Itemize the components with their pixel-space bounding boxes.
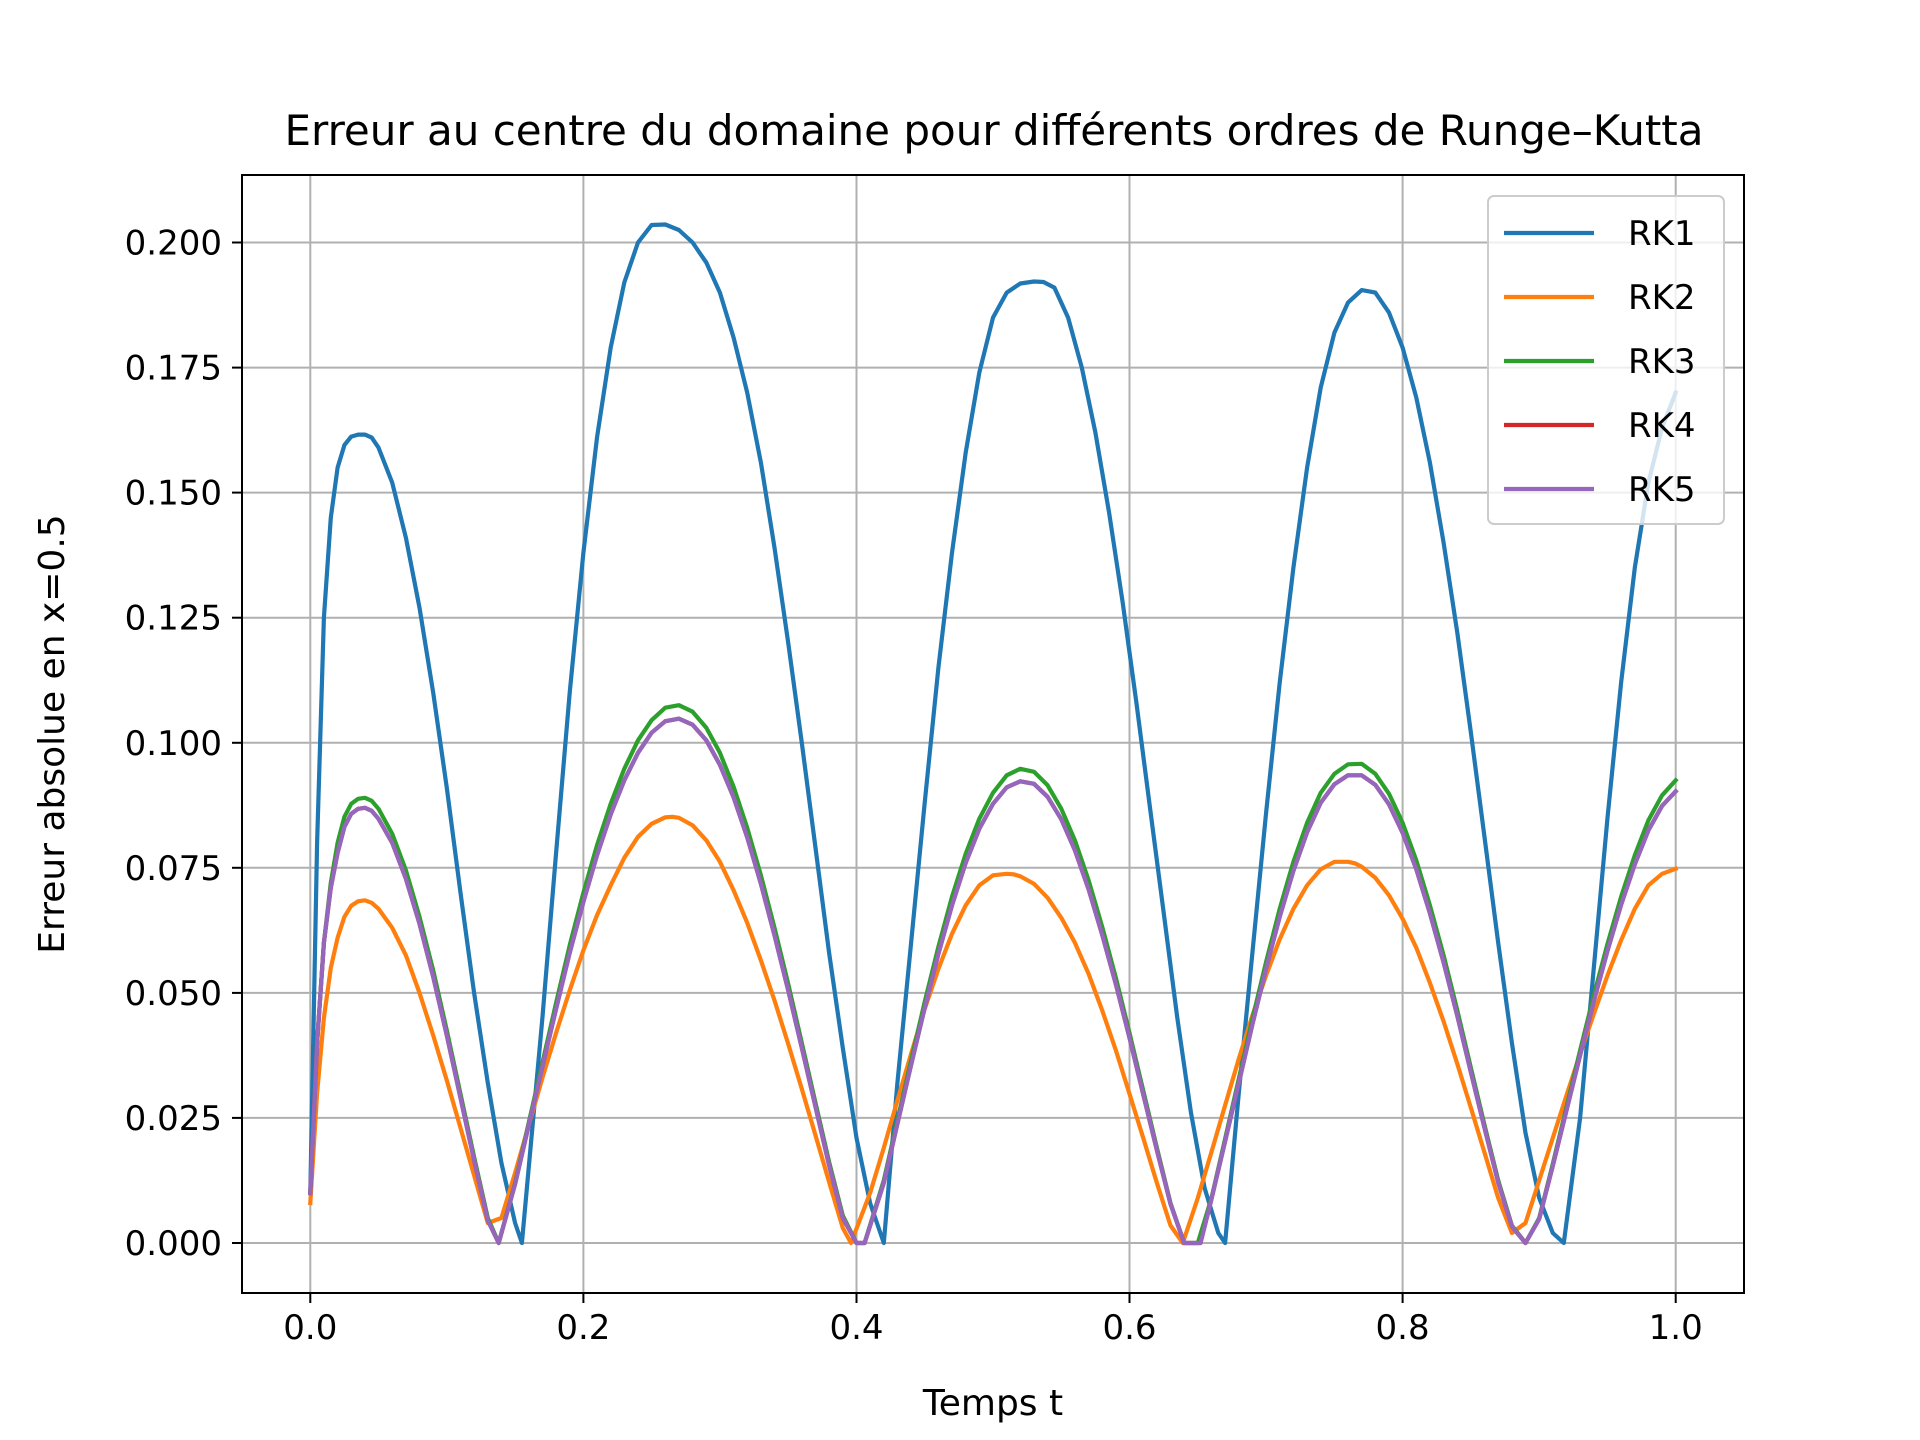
x-tick-label: 0.2 <box>556 1308 610 1348</box>
x-tick-label: 1.0 <box>1649 1308 1703 1348</box>
y-axis-label: Erreur absolue en x=0.5 <box>32 514 73 953</box>
legend-label-rk4: RK4 <box>1628 406 1696 446</box>
legend-label-rk2: RK2 <box>1628 278 1696 318</box>
legend-label-rk1: RK1 <box>1628 214 1696 254</box>
y-tick-label: 0.025 <box>125 1099 222 1139</box>
y-tick-label: 0.125 <box>125 599 222 639</box>
x-tick-label: 0.0 <box>283 1308 337 1348</box>
y-tick-label: 0.175 <box>125 349 222 389</box>
y-tick-label: 0.200 <box>125 224 222 264</box>
y-tick-label: 0.150 <box>125 474 222 514</box>
y-tick-label: 0.000 <box>125 1224 222 1264</box>
x-tick-label: 0.6 <box>1102 1308 1156 1348</box>
x-axis-label: Temps t <box>922 1383 1063 1424</box>
x-tick-label: 0.8 <box>1376 1308 1430 1348</box>
y-tick-label: 0.050 <box>125 974 222 1014</box>
chart-title: Erreur au centre du domaine pour différe… <box>285 106 1704 155</box>
x-tick-label: 0.4 <box>829 1308 883 1348</box>
legend-label-rk5: RK5 <box>1628 470 1696 510</box>
y-tick-label: 0.075 <box>125 849 222 889</box>
legend-label-rk3: RK3 <box>1628 342 1696 382</box>
y-tick-label: 0.100 <box>125 724 222 764</box>
legend: RK1 RK2 RK3 RK4 RK5 <box>1488 196 1724 524</box>
